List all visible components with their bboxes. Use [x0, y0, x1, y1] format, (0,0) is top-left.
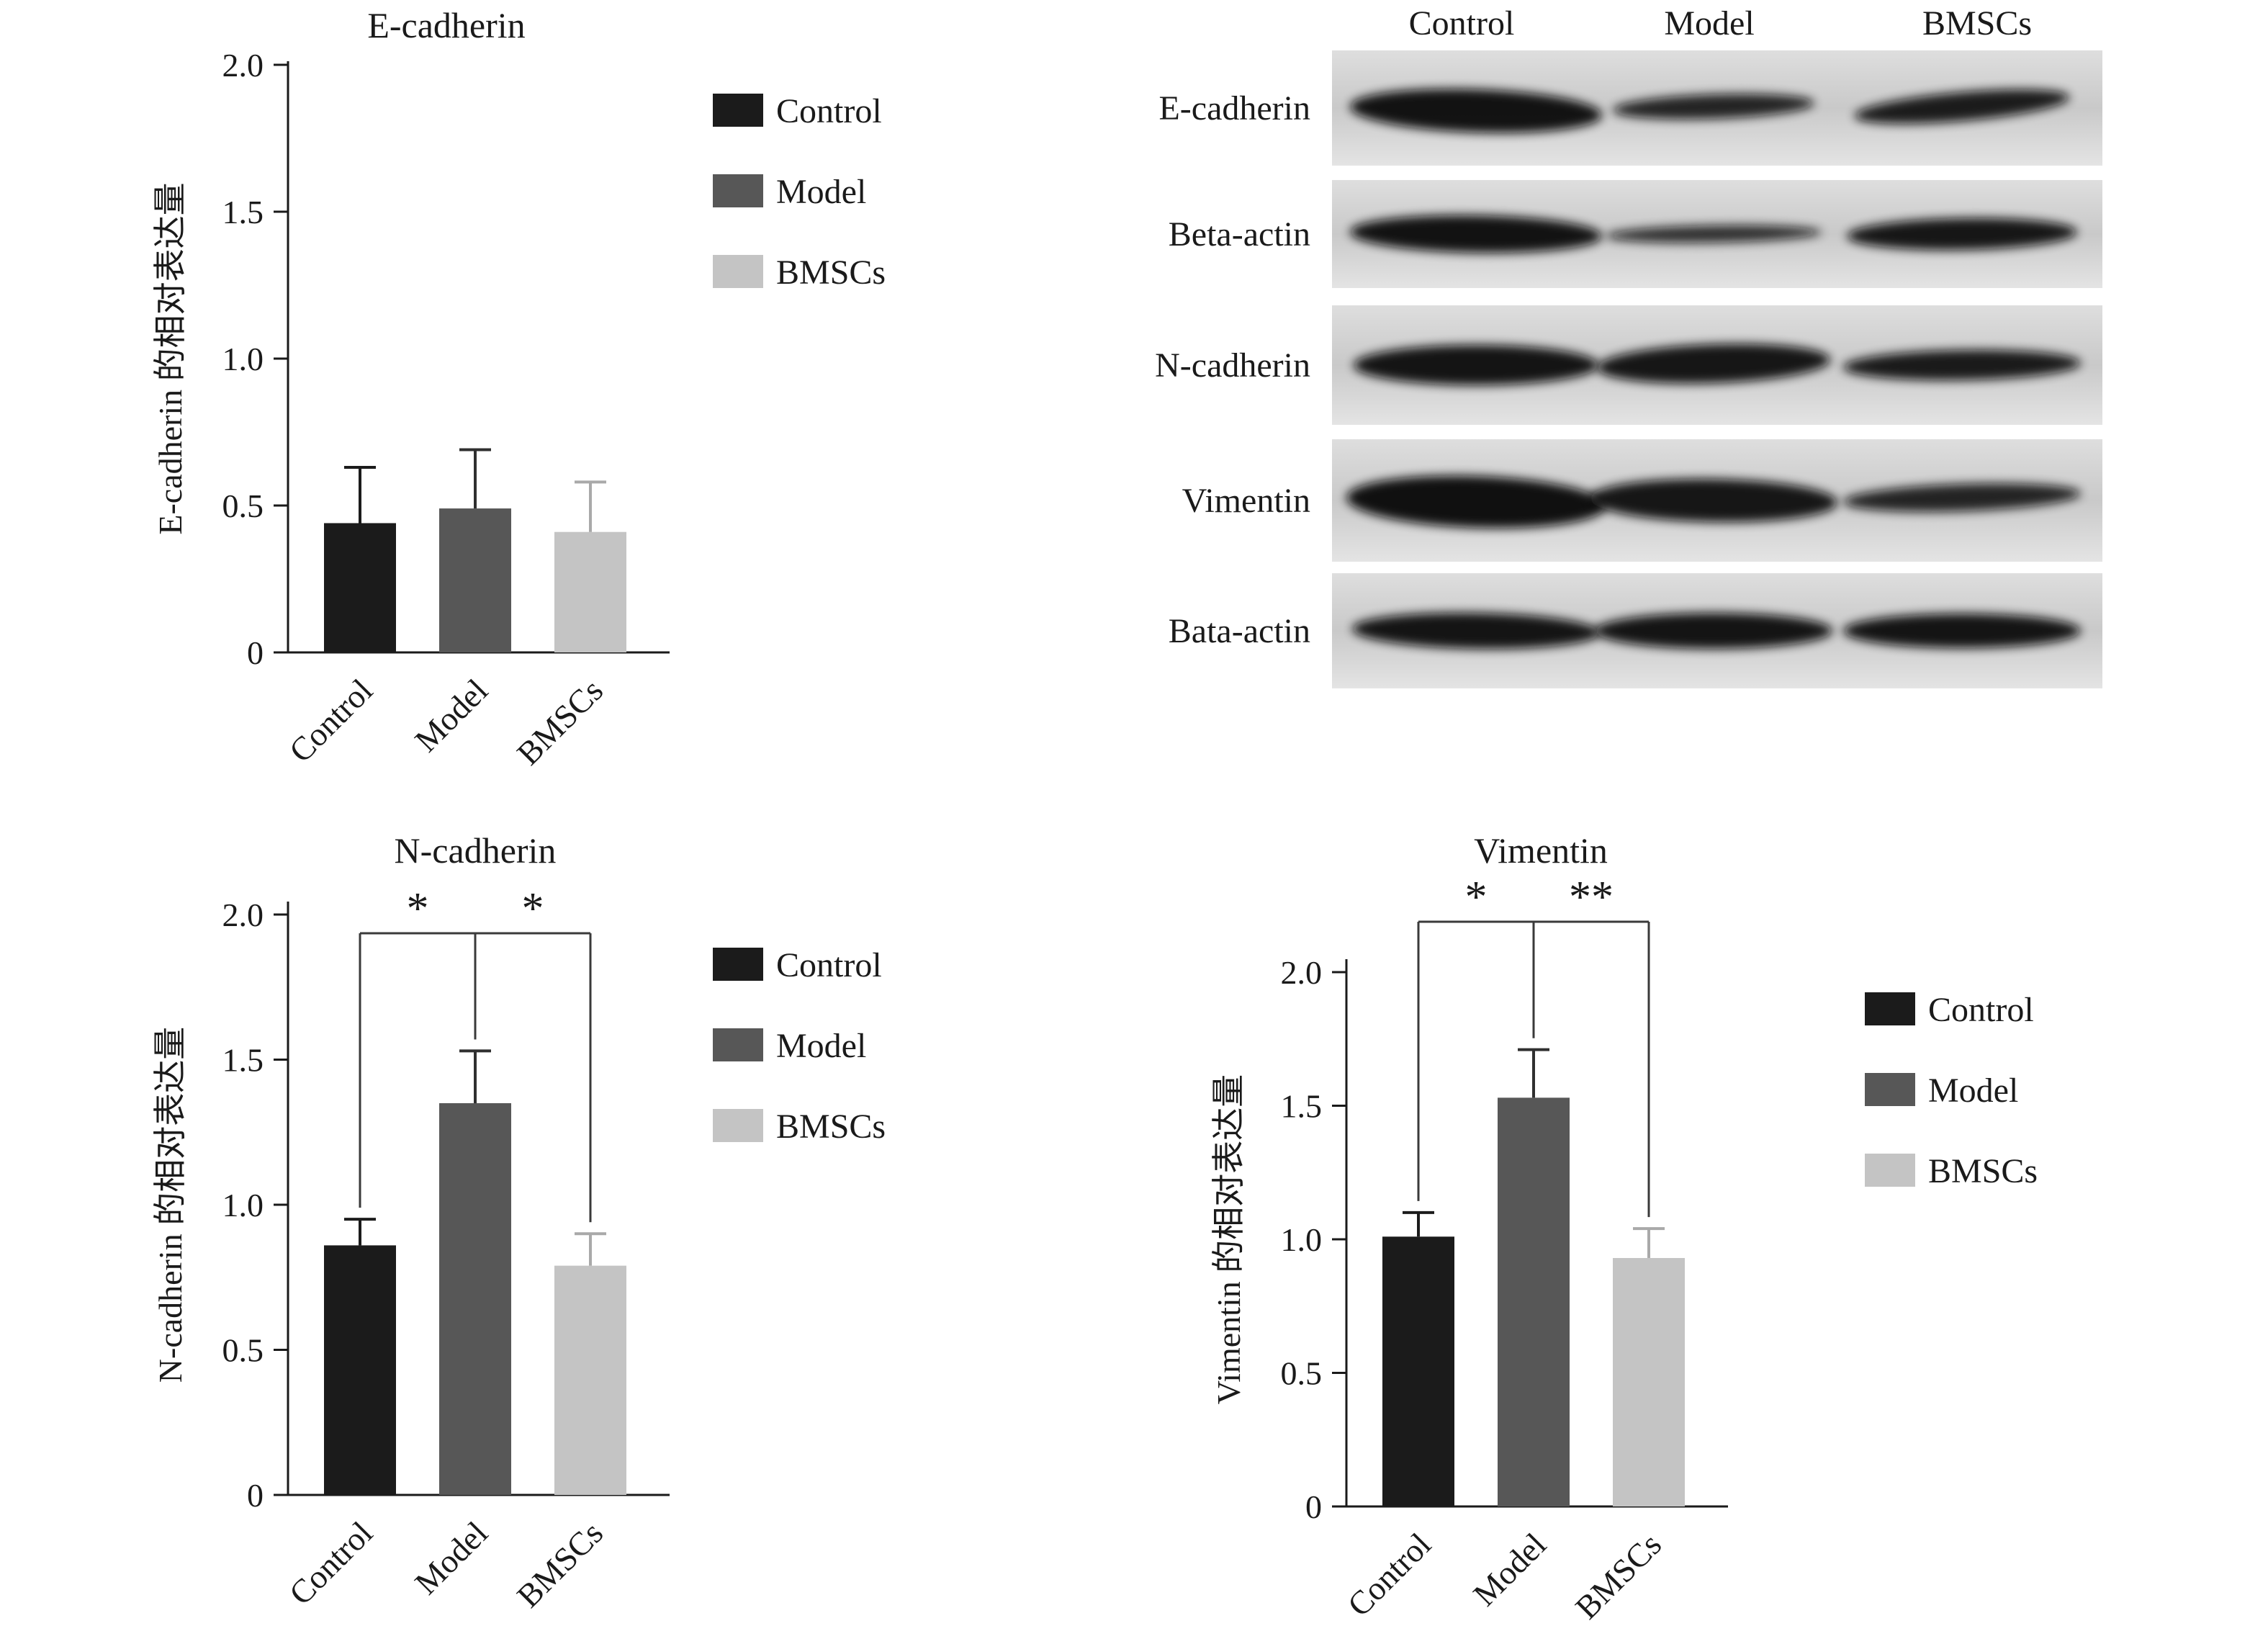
y-tick-label: 1.5 — [1281, 1088, 1323, 1125]
blot-band — [1843, 483, 2081, 512]
blot-band — [1354, 345, 1598, 385]
y-tick-label: 0 — [247, 634, 264, 671]
y-tick-label: 1.0 — [222, 1187, 264, 1223]
blot-band — [1843, 614, 2081, 648]
bar-bmscs — [554, 1265, 626, 1495]
blot-band — [1606, 225, 1822, 243]
x-category-label: BMSCs — [510, 672, 610, 772]
legend-swatch-bmscs — [713, 1109, 763, 1142]
blot-row-label: N-cadherin — [1155, 346, 1310, 385]
chart-vimentin: 0 0.5 1.0 1.5 2.0 Vimentin Vimentin 的相对表达量 Cont… — [1210, 830, 2038, 1626]
legend-label: Control — [776, 92, 882, 130]
blot-band — [1847, 217, 2077, 251]
bar-bmscs — [554, 531, 626, 652]
x-category-label: BMSCs — [510, 1514, 610, 1614]
x-category-label: Control — [282, 672, 379, 769]
legend-label: BMSCs — [1928, 1152, 2038, 1190]
bar-model — [439, 508, 511, 652]
bar-control — [324, 523, 396, 652]
y-tick-label: 2.0 — [1281, 954, 1323, 991]
legend-swatch-control — [713, 948, 763, 981]
blot-band — [1595, 613, 1832, 649]
blot-row-label: Bata-actin — [1169, 612, 1310, 650]
legend-swatch-control — [1865, 992, 1915, 1025]
blot-band — [1613, 94, 1814, 120]
bar-bmscs — [1613, 1257, 1685, 1506]
significance-label: * — [1465, 873, 1488, 922]
legend-label: Model — [776, 173, 866, 211]
x-category-label: Control — [1341, 1526, 1438, 1623]
chart-title: Vimentin — [1474, 830, 1608, 871]
bar-control — [1382, 1236, 1454, 1506]
legend-swatch-control — [713, 94, 763, 127]
y-tick-label: 0 — [1305, 1488, 1322, 1525]
blot-band — [1843, 349, 2081, 381]
y-tick-label: 0.5 — [222, 488, 264, 524]
y-tick-label: 0 — [247, 1477, 264, 1514]
legend-label: Control — [776, 946, 882, 984]
blot-row-label: Beta-actin — [1169, 215, 1310, 253]
blot-band — [1346, 475, 1606, 529]
blot-band — [1597, 343, 1830, 384]
y-tick-label: 1.0 — [1281, 1221, 1323, 1258]
legend-swatch-bmscs — [1865, 1154, 1915, 1187]
y-axis-label: N-cadherin 的相对表达量 — [152, 1027, 189, 1383]
y-axis-label: E-cadherin 的相对表达量 — [152, 182, 189, 534]
blot-column-header: BMSCs — [1922, 4, 2032, 42]
x-category-label: Model — [408, 672, 495, 759]
legend-label: Model — [1928, 1072, 2018, 1110]
blot-row-label: Vimentin — [1182, 482, 1310, 520]
x-category-label: BMSCs — [1568, 1526, 1668, 1626]
blot-band — [1590, 478, 1837, 523]
x-category-label: Model — [408, 1514, 495, 1602]
blot-column-header: Control — [1409, 4, 1515, 42]
y-tick-label: 1.0 — [222, 341, 264, 377]
blot-row-label: E-cadherin — [1158, 89, 1310, 127]
blot-band — [1350, 215, 1602, 253]
blot-column-header: Model — [1664, 4, 1754, 42]
y-axis-label: Vimentin 的相对表达量 — [1210, 1074, 1247, 1405]
bar-model — [1498, 1097, 1570, 1506]
chart-n-cadherin: 0 0.5 1.0 1.5 2.0 N-cadherin N-cadherin 的相对表达量… — [152, 830, 886, 1614]
western-blot-panel: Control Model BMSCs E-cadherin Beta-actin N-c… — [1155, 4, 2102, 688]
legend-swatch-bmscs — [713, 255, 763, 288]
y-tick-label: 0.5 — [222, 1332, 264, 1369]
significance-label: * — [522, 884, 544, 933]
y-tick-label: 2.0 — [222, 47, 264, 84]
y-tick-label: 2.0 — [222, 897, 264, 933]
x-category-label: Control — [282, 1514, 379, 1612]
blot-band — [1352, 612, 1600, 650]
legend-label: BMSCs — [776, 1108, 886, 1146]
chart-title: N-cadherin — [395, 830, 557, 871]
legend-swatch-model — [713, 1028, 763, 1061]
legend-label: Model — [776, 1027, 866, 1065]
legend-label: Control — [1928, 991, 2034, 1029]
chart-e-cadherin: 0 0.5 1.0 1.5 2.0 E-cadherin E-cadherin 的相对表达量… — [152, 5, 886, 772]
x-category-label: Model — [1466, 1526, 1553, 1613]
legend-swatch-model — [1865, 1073, 1915, 1106]
y-tick-label: 0.5 — [1281, 1355, 1323, 1392]
blot-band — [1854, 89, 2070, 124]
legend-label: BMSCs — [776, 253, 886, 292]
y-tick-label: 1.5 — [222, 1042, 264, 1079]
y-tick-label: 1.5 — [222, 194, 264, 230]
significance-label: * — [407, 884, 429, 933]
legend-swatch-model — [713, 174, 763, 207]
bar-control — [324, 1245, 396, 1495]
chart-title: E-cadherin — [367, 5, 525, 45]
significance-label: ** — [1569, 873, 1614, 922]
bar-model — [439, 1102, 511, 1495]
blot-band — [1350, 89, 1602, 133]
